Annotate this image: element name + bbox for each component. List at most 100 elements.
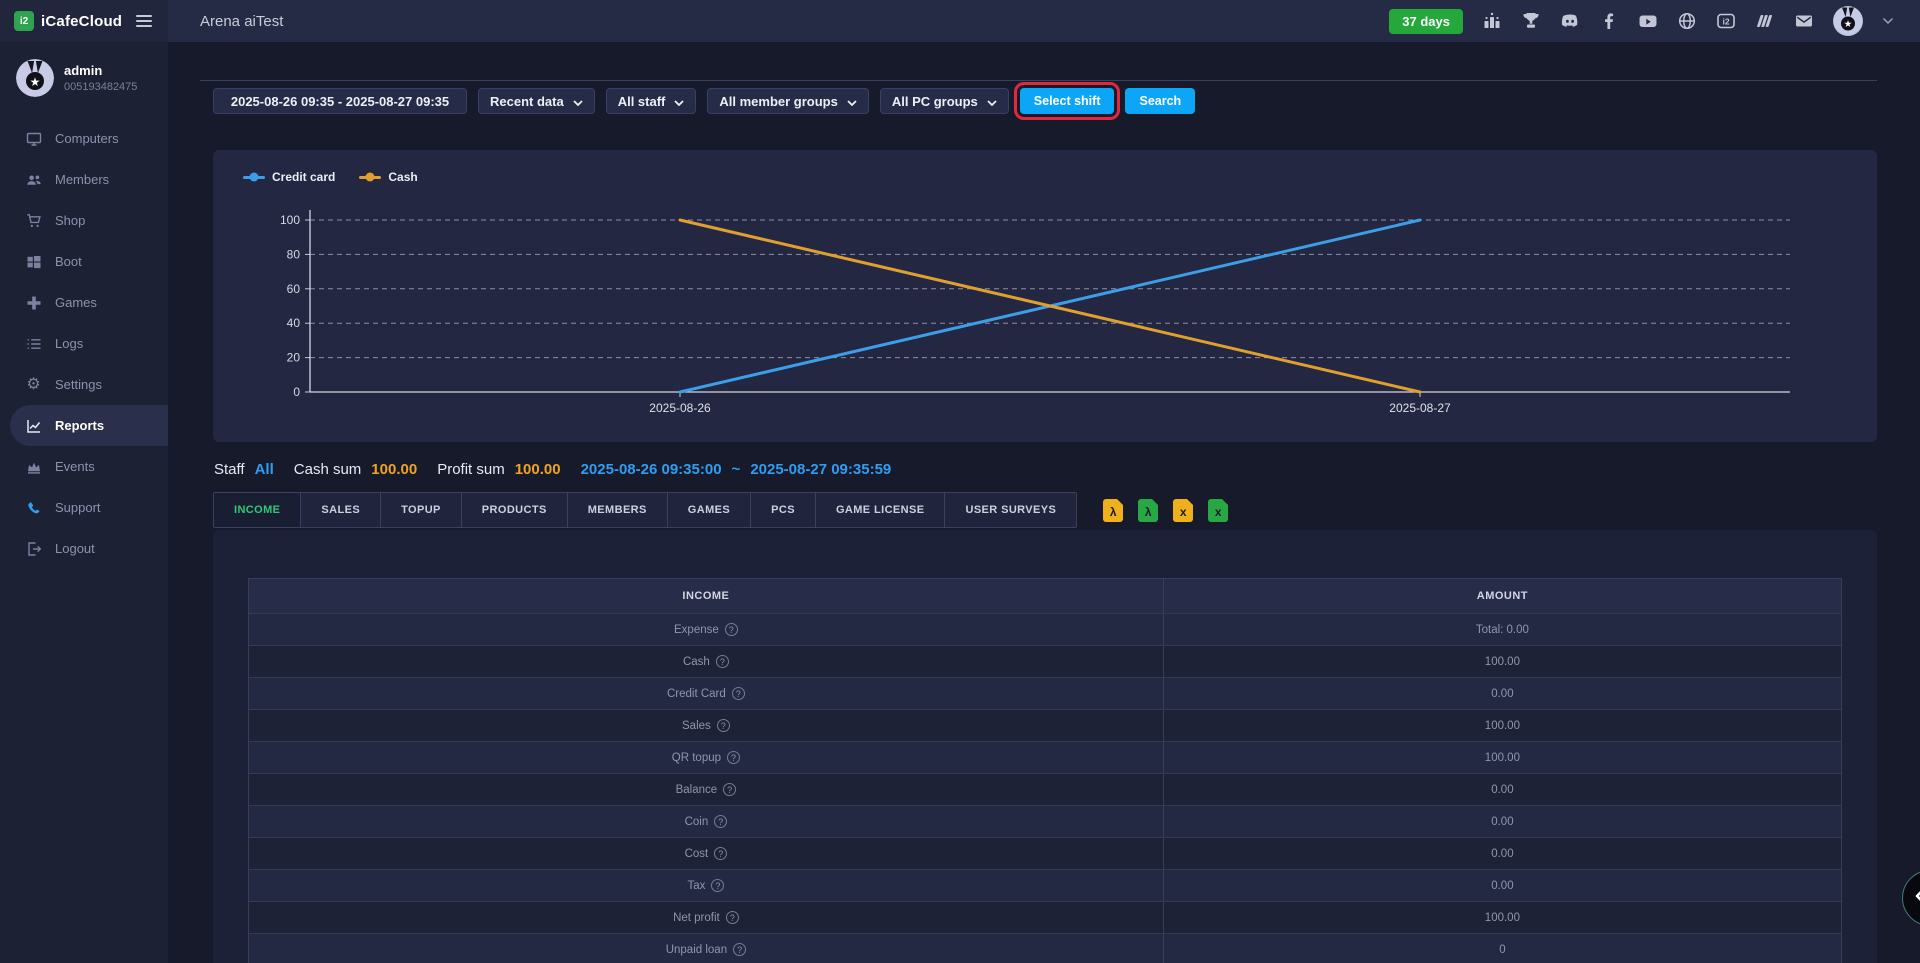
top-bar: i2 iCafeCloud Arena aiTest 37 days	[0, 0, 1920, 42]
income-line-chart: 0 20 40 60 80 100 2025-08-26 2025-08-27	[280, 210, 1790, 415]
table-row-expense: Expense? Total: 0.00	[249, 613, 1841, 645]
tab-products[interactable]: PRODUCTS	[462, 493, 568, 527]
select-shift-button[interactable]: Select shift	[1013, 82, 1121, 120]
brand-logo[interactable]: i2 iCafeCloud	[14, 11, 122, 31]
tab-game-license[interactable]: GAME LICENSE	[816, 493, 946, 527]
sidebar-item-logout[interactable]: Logout	[0, 528, 168, 569]
svg-text:2025-08-26: 2025-08-26	[649, 401, 711, 415]
user-avatar: ★	[16, 59, 54, 97]
menu-toggle-icon[interactable]	[133, 12, 155, 30]
legend-cash[interactable]: Cash	[359, 170, 418, 184]
member-group-select[interactable]: All member groups	[707, 88, 869, 114]
cafe-title: Arena aiTest	[200, 12, 284, 30]
days-remaining-badge[interactable]: 37 days	[1389, 8, 1463, 34]
chevron-down-icon	[573, 94, 583, 109]
help-icon[interactable]: ?	[715, 655, 729, 668]
layers-icon[interactable]	[1755, 11, 1775, 31]
mail-icon[interactable]	[1794, 11, 1814, 31]
svg-text:2025-08-27: 2025-08-27	[1389, 401, 1451, 415]
export-pdf-yellow-icon[interactable]: λ	[1103, 498, 1124, 522]
chart-legend: Credit card Cash	[243, 170, 418, 184]
help-icon[interactable]: ?	[725, 911, 739, 924]
trophy-icon[interactable]	[1521, 11, 1541, 31]
sidebar-item-members[interactable]: Members	[0, 159, 168, 200]
help-icon[interactable]: ?	[716, 719, 730, 732]
sidebar-item-computers[interactable]: Computers	[0, 118, 168, 159]
search-button[interactable]: Search	[1125, 88, 1196, 114]
help-icon[interactable]: ?	[724, 623, 738, 636]
tab-games[interactable]: GAMES	[668, 493, 752, 527]
tab-sales[interactable]: SALES	[301, 493, 382, 527]
column-header-income: INCOME	[682, 590, 730, 602]
gear-icon: ⚙	[26, 375, 41, 393]
period-start: 2025-08-26 09:35:00	[580, 461, 722, 478]
sidebar-item-boot[interactable]: Boot	[0, 241, 168, 282]
top-bar-actions: 37 days	[1389, 6, 1894, 36]
help-icon[interactable]: ?	[723, 783, 737, 796]
report-tabs: INCOME SALES TOPUP PRODUCTS MEMBERS GAME…	[213, 492, 1078, 528]
legend-credit-card[interactable]: Credit card	[243, 170, 335, 184]
chevron-down-icon	[847, 94, 857, 109]
table-row-cash: Cash? 100.00	[249, 645, 1841, 677]
sidebar-item-settings[interactable]: ⚙ Settings	[26, 375, 102, 393]
avatar[interactable]: ★	[1833, 6, 1863, 36]
period-separator: ~	[731, 461, 741, 478]
table-row-credit-card: Credit Card? 0.00	[249, 677, 1841, 709]
ranking-icon[interactable]	[1482, 11, 1502, 31]
sidebar-item-reports[interactable]: Reports	[10, 405, 168, 446]
summary-bar: Staff All Cash sum 100.00 Profit sum 100…	[214, 461, 891, 478]
help-icon[interactable]: ?	[711, 879, 725, 892]
sidebar-item-games[interactable]: Games	[0, 282, 168, 323]
tab-pcs[interactable]: PCS	[751, 493, 816, 527]
tab-topup[interactable]: TOPUP	[381, 493, 462, 527]
help-icon[interactable]: ?	[727, 751, 741, 764]
cash-sum-label: Cash sum	[293, 461, 362, 478]
tab-members[interactable]: MEMBERS	[568, 493, 668, 527]
date-range-field[interactable]	[213, 88, 467, 114]
period-end: 2025-08-27 09:35:59	[750, 461, 892, 478]
account-chevron-down-icon[interactable]	[1882, 17, 1894, 25]
export-excel-yellow-icon[interactable]: x	[1173, 498, 1194, 522]
export-pdf-green-icon[interactable]: λ	[1138, 498, 1159, 522]
main-content: Recent data All staff All member groups …	[168, 42, 1920, 963]
data-source-select[interactable]: Recent data	[478, 88, 595, 114]
help-icon[interactable]: ?	[733, 943, 747, 956]
export-excel-green-icon[interactable]: x	[1208, 498, 1229, 522]
table-row-cost: Cost? 0.00	[249, 837, 1841, 869]
tab-user-surveys[interactable]: USER SURVEYS	[965, 504, 1057, 516]
help-icon[interactable]: ?	[714, 815, 728, 828]
brand-logo-icon: i2	[14, 11, 34, 31]
cash-sum-value: 100.00	[371, 461, 418, 478]
icafecloud-icon[interactable]: i2	[1716, 11, 1736, 31]
sidebar-item-events[interactable]: Events	[0, 446, 168, 487]
staff-select[interactable]: All staff	[605, 88, 697, 114]
svg-text:80: 80	[287, 247, 301, 261]
facebook-icon[interactable]	[1599, 11, 1619, 31]
help-icon[interactable]: ?	[714, 847, 728, 860]
income-chart-card: Credit card Cash 0 20 40 60 80 100 2025-08-26 2…	[213, 150, 1877, 442]
date-range-input[interactable]	[226, 93, 454, 109]
collapse-panel-button[interactable]	[1902, 870, 1920, 926]
profit-sum-value: 100.00	[514, 461, 561, 478]
cart-icon	[25, 212, 42, 229]
globe-icon[interactable]	[1677, 11, 1697, 31]
user-profile[interactable]: ★ admin 005193482475	[0, 42, 168, 110]
logout-icon	[25, 540, 42, 557]
discord-icon[interactable]	[1560, 11, 1580, 31]
svg-text:20: 20	[287, 351, 301, 365]
table-row-coin: Coin? 0.00	[249, 805, 1841, 837]
help-icon[interactable]: ?	[731, 687, 745, 700]
youtube-icon[interactable]	[1638, 11, 1658, 31]
tab-income[interactable]: INCOME	[214, 493, 302, 527]
export-buttons: λ λ x x	[1103, 498, 1229, 522]
svg-text:60: 60	[287, 282, 301, 296]
crown-icon	[25, 458, 42, 475]
sidebar-item-logs[interactable]: Logs	[0, 323, 168, 364]
filter-bar: Recent data All staff All member groups …	[213, 82, 1196, 120]
pc-group-select[interactable]: All PC groups	[879, 88, 1009, 114]
sidebar-item-shop[interactable]: Shop	[0, 200, 168, 241]
sidebar-item-support[interactable]: Support	[0, 487, 168, 528]
user-name: admin	[64, 63, 103, 78]
svg-text:★: ★	[30, 75, 41, 89]
